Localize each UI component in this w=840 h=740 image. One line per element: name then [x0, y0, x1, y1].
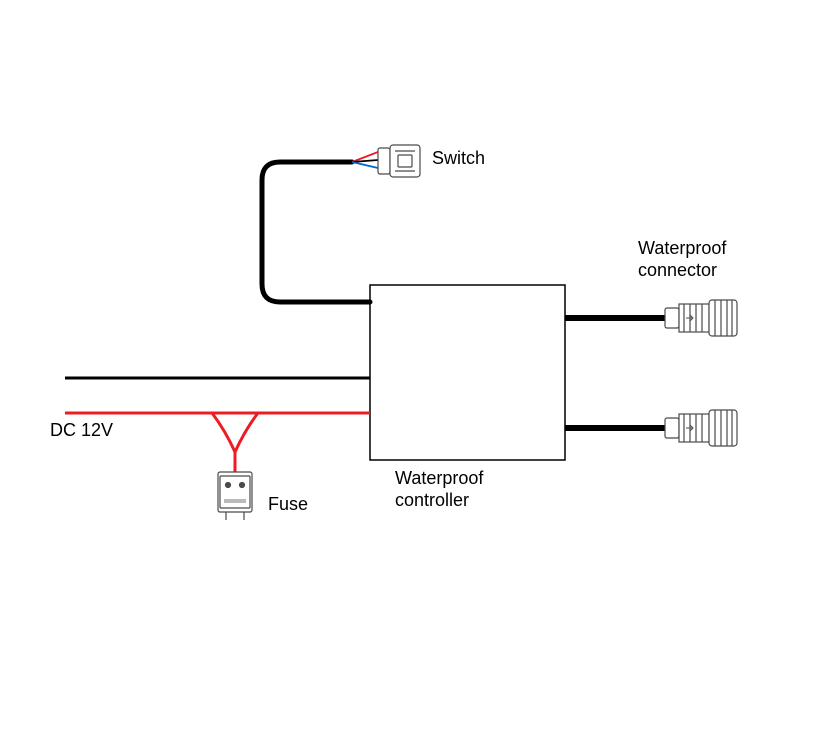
fuse-branch-wire [212, 413, 258, 452]
fuse-icon [218, 472, 252, 520]
controller-box [370, 285, 565, 460]
controller-label-line1: Waterproof [395, 468, 483, 488]
waterproof-connector-top-icon [665, 300, 737, 336]
switch-cable [262, 162, 370, 302]
fuse-label: Fuse [268, 494, 308, 516]
switch-label: Switch [432, 148, 485, 170]
controller-label: Waterproof controller [395, 468, 483, 511]
dc12v-label: DC 12V [50, 420, 113, 442]
waterproof-connector-label-line1: Waterproof [638, 238, 726, 258]
waterproof-connector-bottom-icon [665, 410, 737, 446]
controller-label-line2: controller [395, 490, 469, 510]
waterproof-connector-label-line2: connector [638, 260, 717, 280]
switch-icon [378, 145, 420, 177]
waterproof-connector-label: Waterproof connector [638, 238, 726, 281]
switch-wires [352, 152, 378, 168]
